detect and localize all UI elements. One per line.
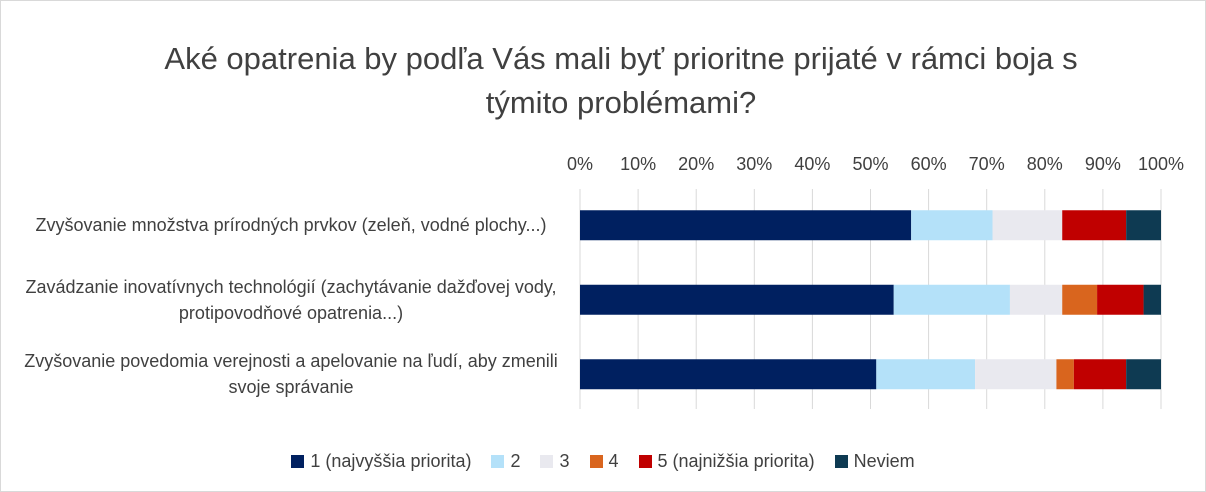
legend-item: 5 (najnižšia priorita) (638, 451, 815, 472)
legend-swatch (491, 455, 505, 468)
x-tick-label: 30% (736, 154, 772, 174)
bar-segment (1056, 359, 1074, 390)
bar-segment (1062, 210, 1127, 241)
x-tick-label: 10% (620, 154, 656, 174)
legend-item: 1 (najvyššia priorita) (291, 451, 471, 472)
bar-segment (1073, 359, 1127, 390)
bar-segment (893, 284, 1010, 315)
legend-swatch (589, 455, 603, 468)
legend-item: 2 (491, 451, 520, 472)
category-label: Zvyšovanie povedomia verejnosti a apelov… (24, 351, 558, 398)
legend-label: Neviem (853, 451, 915, 471)
category-label: Zavádzanie inovatívnych technológií (zac… (25, 276, 557, 323)
bar-segment (911, 210, 993, 241)
legend-swatch (291, 455, 305, 468)
chart-title: Aké opatrenia by podľa Vás mali byť prio… (164, 41, 1078, 120)
bar-segment (580, 359, 877, 390)
bar-segment (975, 359, 1057, 390)
bar-segment (876, 359, 976, 390)
legend-item: 3 (540, 451, 570, 472)
bar-segment (1126, 359, 1161, 390)
x-tick-label: 60% (911, 154, 947, 174)
legend-item: Neviem (834, 451, 915, 472)
legend-swatch (834, 455, 848, 468)
bar-segment (580, 284, 894, 315)
x-tick-label: 100% (1138, 154, 1184, 174)
bar-segment (1126, 210, 1161, 241)
legend: 1 (najvyššia priorita) 2 3 4 5 (najnižšia pr… (1, 451, 1205, 472)
legend-label: 3 (559, 451, 570, 471)
bar-segment (1062, 284, 1098, 315)
bar-segment (1009, 284, 1063, 315)
x-tick-label: 0% (567, 154, 593, 174)
legend-label: 2 (510, 451, 521, 471)
x-tick-label: 80% (1027, 154, 1063, 174)
legend-label: 5 (najnižšia priorita) (657, 451, 815, 471)
bar-segment (992, 210, 1063, 241)
bar-segment (1097, 284, 1144, 315)
legend-swatch (638, 455, 652, 468)
bar-segment (1143, 284, 1161, 315)
x-tick-label: 40% (794, 154, 830, 174)
legend-item: 4 (589, 451, 619, 472)
category-label: Zvyšovanie množstva prírodných prvkov (z… (35, 215, 547, 236)
x-tick-label: 90% (1085, 154, 1121, 174)
legend-label: 1 (najvyššia priorita) (310, 451, 472, 471)
legend-swatch (540, 455, 554, 468)
x-tick-label: 70% (969, 154, 1005, 174)
x-tick-label: 50% (852, 154, 888, 174)
bar-segment (580, 210, 912, 241)
x-tick-label: 20% (678, 154, 714, 174)
legend-label: 4 (608, 451, 619, 471)
